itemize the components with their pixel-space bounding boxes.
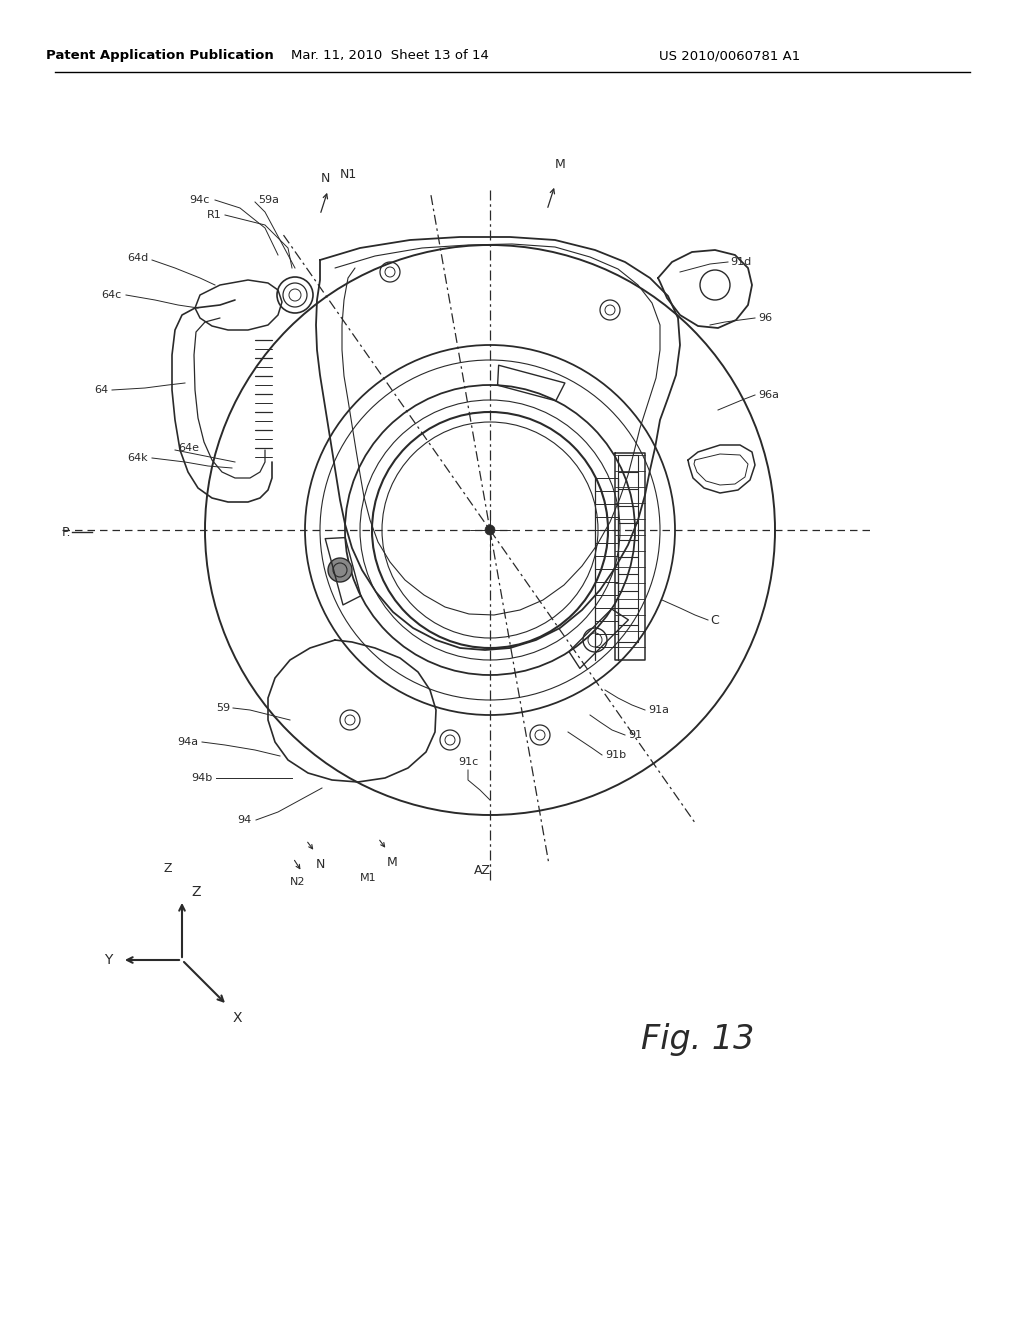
- Text: 96a: 96a: [758, 389, 779, 400]
- Text: Y: Y: [103, 953, 113, 968]
- Text: 64: 64: [94, 385, 108, 395]
- Text: 94b: 94b: [190, 774, 212, 783]
- Text: Fig. 13: Fig. 13: [641, 1023, 755, 1056]
- Text: Patent Application Publication: Patent Application Publication: [46, 49, 273, 62]
- Text: 94c: 94c: [189, 195, 210, 205]
- Text: 91b: 91b: [605, 750, 626, 760]
- Text: 96: 96: [758, 313, 772, 323]
- Text: 64e: 64e: [178, 444, 199, 453]
- Text: US 2010/0060781 A1: US 2010/0060781 A1: [659, 49, 801, 62]
- Text: C: C: [710, 614, 719, 627]
- Text: N1: N1: [339, 168, 356, 181]
- Text: 94: 94: [238, 814, 252, 825]
- Text: N2: N2: [290, 876, 306, 887]
- Text: N: N: [315, 858, 325, 871]
- Text: 59: 59: [216, 704, 230, 713]
- Text: Z: Z: [191, 884, 201, 899]
- Text: N: N: [321, 172, 330, 185]
- Text: Mar. 11, 2010  Sheet 13 of 14: Mar. 11, 2010 Sheet 13 of 14: [291, 49, 488, 62]
- Circle shape: [328, 558, 352, 582]
- Text: 64d: 64d: [127, 253, 148, 263]
- Text: 91: 91: [628, 730, 642, 741]
- Text: 91a: 91a: [648, 705, 669, 715]
- Text: X: X: [232, 1011, 242, 1026]
- Text: 64c: 64c: [101, 290, 122, 300]
- Text: 91d: 91d: [730, 257, 752, 267]
- Text: R1: R1: [207, 210, 222, 220]
- Text: M1: M1: [359, 873, 376, 883]
- Circle shape: [485, 525, 495, 535]
- Text: 64k: 64k: [127, 453, 148, 463]
- Text: 91c: 91c: [458, 756, 478, 767]
- Text: P.: P.: [62, 525, 72, 539]
- Text: Z: Z: [164, 862, 172, 874]
- Text: 59a: 59a: [258, 195, 279, 205]
- Text: M: M: [555, 158, 565, 172]
- Text: AZ: AZ: [473, 863, 490, 876]
- Text: M: M: [387, 855, 397, 869]
- Text: 94a: 94a: [177, 737, 198, 747]
